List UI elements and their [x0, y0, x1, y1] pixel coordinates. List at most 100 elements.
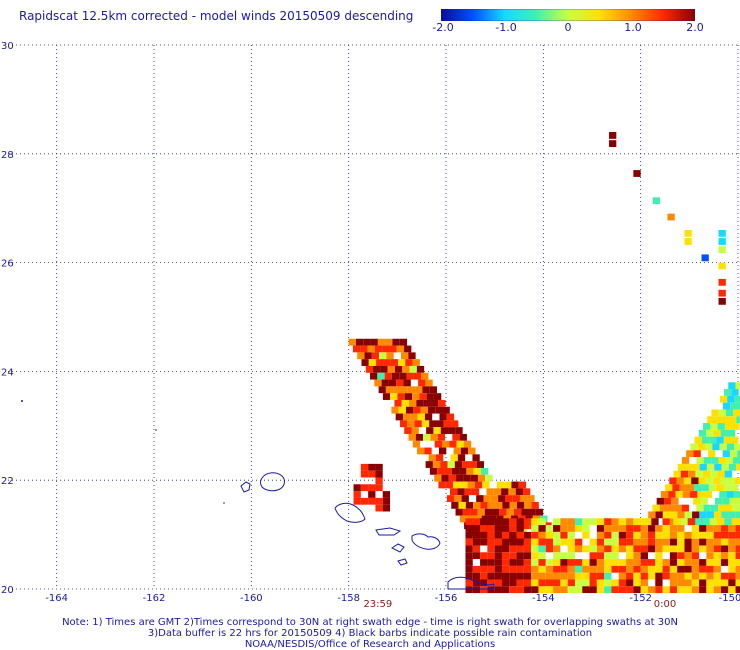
- wind-cell: [454, 495, 462, 502]
- wind-cell: [733, 409, 740, 417]
- wind-cell: [538, 565, 546, 573]
- wind-cell: [414, 420, 422, 428]
- wind-cell: [390, 359, 398, 366]
- wind-cell: [567, 552, 575, 560]
- wind-cell: [521, 508, 529, 516]
- wind-cell: [691, 552, 700, 560]
- wind-cell: [472, 565, 481, 573]
- wind-cell: [574, 586, 583, 594]
- wind-cell: [656, 497, 664, 505]
- wind-cell: [494, 586, 502, 594]
- wind-cell: [711, 409, 719, 417]
- wind-cell: [502, 501, 510, 509]
- wind-cell: [618, 538, 627, 546]
- wind-cell: [582, 518, 590, 526]
- wind-cell: [618, 572, 627, 580]
- x-tick-label: -150: [719, 593, 740, 604]
- wind-cell: [596, 538, 605, 546]
- wind-cell: [647, 531, 656, 539]
- wind-cell: [710, 423, 718, 430]
- wind-cell: [360, 470, 369, 478]
- wind-cell: [669, 552, 678, 560]
- wind-cell: [567, 559, 575, 566]
- wind-cell: [531, 531, 539, 539]
- wind-cell: [480, 579, 488, 587]
- wind-cell: [647, 559, 656, 566]
- wind-cell: [522, 522, 530, 530]
- wind-cell: [463, 440, 472, 448]
- wind-cell: [604, 538, 612, 546]
- wind-cell: [531, 572, 539, 580]
- wind-cell: [690, 443, 698, 451]
- wind-cell: [408, 352, 416, 360]
- wind-cell: [735, 545, 740, 553]
- wind-cell: [655, 572, 663, 580]
- wind-cell: [721, 463, 729, 471]
- wind-cell: [724, 389, 732, 396]
- wind-cell: [509, 545, 517, 553]
- wind-cell: [728, 565, 736, 573]
- wind-cell: [596, 579, 605, 587]
- wind-cell: [495, 501, 503, 509]
- wind-cell: [706, 511, 714, 519]
- wind-cell: [465, 518, 473, 526]
- island-lanai: [391, 543, 405, 553]
- wind-cell: [375, 497, 383, 505]
- wind-cell: [684, 229, 692, 237]
- wind-cell: [728, 559, 736, 566]
- wind-cell: [677, 463, 686, 471]
- wind-cell: [438, 399, 446, 407]
- wind-cell: [691, 586, 700, 594]
- wind-cell: [662, 538, 670, 546]
- wind-cell: [401, 352, 409, 360]
- wind-cell: [531, 538, 539, 546]
- wind-cell: [432, 461, 441, 468]
- wind-cell: [516, 552, 524, 560]
- grid-lines: [8, 44, 739, 590]
- wind-cell: [596, 586, 605, 594]
- wind-cell: [706, 531, 714, 539]
- wind-cell: [677, 552, 685, 560]
- wind-cell: [391, 372, 400, 380]
- wind-cell: [699, 463, 707, 471]
- wind-cell: [596, 531, 605, 539]
- wind-cell: [438, 481, 446, 489]
- wind-cell: [718, 262, 726, 270]
- wind-cell: [440, 427, 449, 434]
- wind-cell: [487, 552, 495, 560]
- wind-cell: [675, 491, 683, 498]
- wind-cell: [455, 427, 463, 434]
- wind-cell: [411, 427, 419, 434]
- wind-cell: [527, 495, 535, 502]
- wind-cell: [574, 538, 583, 546]
- wind-cell: [426, 393, 434, 400]
- wind-cell: [509, 552, 517, 560]
- wind-cell: [626, 565, 634, 573]
- wind-cell: [385, 386, 394, 394]
- wind-cell: [523, 579, 532, 587]
- wind-cell: [476, 461, 485, 468]
- wind-cell: [395, 413, 403, 421]
- wind-cell: [353, 484, 361, 492]
- wind-cell: [611, 518, 619, 526]
- wind-cell: [669, 525, 678, 532]
- wind-cell: [423, 433, 431, 441]
- wind-cell: [348, 338, 356, 346]
- wind-cell: [712, 443, 720, 451]
- wind-cell: [509, 572, 517, 580]
- wind-cell: [531, 586, 539, 594]
- wind-cell: [589, 565, 597, 573]
- wind-cell: [509, 586, 517, 594]
- wind-cell: [720, 552, 729, 560]
- wind-cell: [735, 586, 740, 594]
- wind-cell: [699, 545, 707, 553]
- wind-cell: [699, 531, 707, 539]
- wind-cell: [674, 504, 682, 512]
- wind-cell: [409, 365, 417, 373]
- wind-cell: [509, 518, 517, 526]
- wind-cell: [415, 433, 424, 441]
- wind-cell: [736, 463, 740, 471]
- wind-cell: [684, 531, 692, 539]
- wind-cell: [705, 477, 714, 485]
- island-maui: [411, 533, 441, 550]
